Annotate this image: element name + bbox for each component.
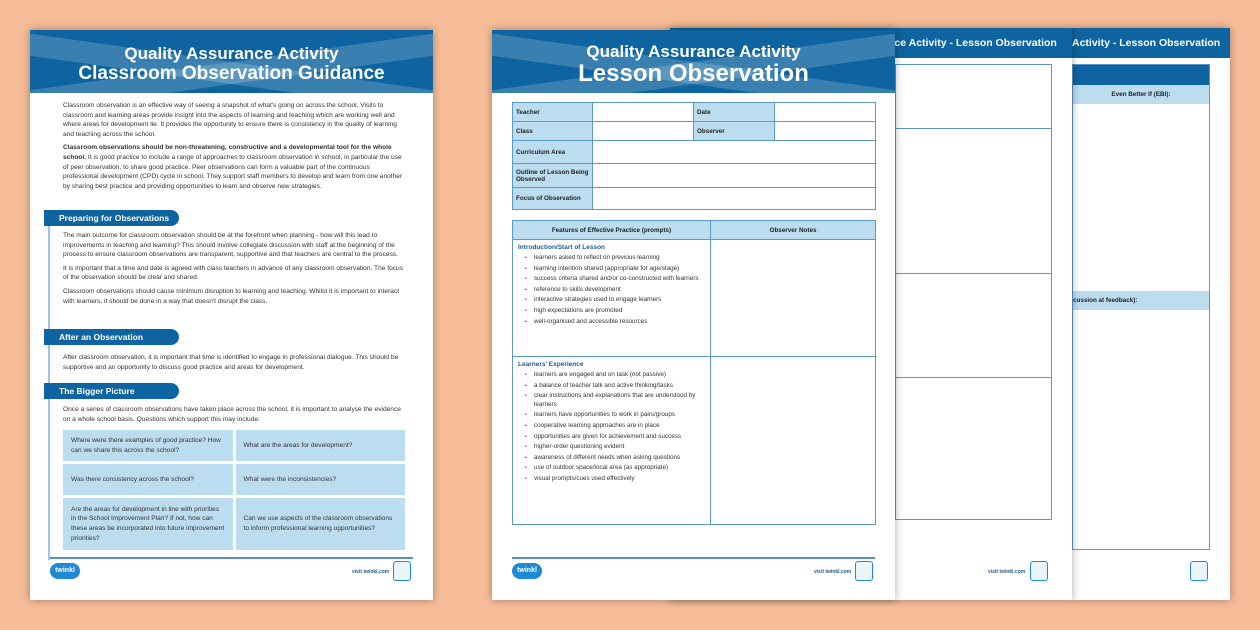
teacher-field[interactable] bbox=[592, 102, 694, 122]
section-text: The main outcome for classroom observati… bbox=[63, 231, 403, 310]
feedback-page: Activity - Lesson Observation Even Bette… bbox=[1072, 28, 1230, 600]
intro-group: Introduction/Start of Lesson learners as… bbox=[512, 239, 711, 357]
section-heading: The Bigger Picture bbox=[44, 383, 179, 399]
group-title: Introduction/Start of Lesson bbox=[518, 244, 606, 251]
prompt-item: learning intention shared (appropriate f… bbox=[525, 265, 710, 274]
visit-link: visit twinkl.com bbox=[814, 569, 852, 575]
lesson-observation-page: Quality Assurance Activity Lesson Observ… bbox=[492, 30, 895, 600]
quality-badge-icon bbox=[393, 561, 411, 581]
twinkl-logo: twinkl bbox=[512, 563, 542, 579]
visit-link: visit twinkl.com bbox=[988, 569, 1026, 575]
visit-link: visit twinkl.com bbox=[352, 569, 390, 575]
focus-field[interactable] bbox=[592, 187, 876, 210]
question-cell: What are the areas for development? bbox=[235, 430, 405, 461]
feedback-title: Activity - Lesson Observation bbox=[1072, 37, 1221, 49]
intro-paragraph: Classroom observation is an effective wa… bbox=[63, 102, 397, 138]
question-cell: What were the inconsistencies? bbox=[235, 464, 405, 495]
features-table: Features of Effective Practice (prompts)… bbox=[512, 220, 876, 525]
details-table: Teacher Date Class Observer Curriculum Are… bbox=[512, 102, 876, 210]
prompt-item: visual prompts/cues used effectively bbox=[525, 475, 710, 484]
prompt-item: higher-order questioning evident bbox=[525, 443, 710, 452]
lesson-subtitle: Lesson Observation bbox=[578, 60, 809, 87]
class-label: Class bbox=[512, 121, 593, 141]
prompt-item: use of outdoor space/local area (as appr… bbox=[525, 464, 710, 473]
features-header: Features of Effective Practice (prompts) bbox=[512, 220, 711, 240]
prompt-item: learners are engaged and on task (not pa… bbox=[525, 371, 710, 380]
guidance-title: Quality Assurance Activity bbox=[124, 44, 339, 63]
intro-text: Classroom observation is an effective wa… bbox=[63, 101, 403, 195]
discussion-label: cussion at feedback): bbox=[1073, 291, 1209, 310]
focus-label: Focus of Observation bbox=[512, 187, 593, 210]
question-cell: Where were there examples of good practi… bbox=[63, 430, 233, 461]
feedback-table: Even Better If (EBI): cussion at feedbac… bbox=[1072, 64, 1210, 550]
section-text: Once a series of classroom observations … bbox=[63, 406, 401, 423]
quality-badge-icon bbox=[855, 561, 873, 581]
question-cell: Are the areas for development in line wi… bbox=[63, 498, 233, 550]
lesson-header: Quality Assurance Activity Lesson Observ… bbox=[492, 30, 895, 93]
footer-divider bbox=[512, 557, 875, 559]
quality-badge-icon bbox=[1030, 561, 1048, 581]
prompt-item: clear instructions and explanations that… bbox=[525, 392, 710, 409]
footer-divider bbox=[50, 557, 413, 559]
guidance-header: Quality Assurance Activity Classroom Obs… bbox=[30, 30, 433, 93]
prompt-item: learners asked to reflect on previous le… bbox=[525, 254, 710, 263]
notes-title: nce Activity - Lesson Observation bbox=[888, 37, 1057, 49]
prompt-item: well-organised and accessible resources bbox=[525, 318, 710, 327]
guidance-subtitle: Classroom Observation Guidance bbox=[78, 63, 385, 84]
lesson-title: Quality Assurance Activity bbox=[586, 42, 801, 61]
group-title: Learners' Experience bbox=[518, 361, 584, 368]
notes-table bbox=[895, 64, 1052, 520]
observer-label: Observer bbox=[693, 121, 775, 141]
prompt-item: a balance of teacher talk and active thi… bbox=[525, 382, 710, 391]
outline-field[interactable] bbox=[592, 163, 876, 188]
section-heading: Preparing for Observations bbox=[44, 210, 179, 226]
intro-bold: Classroom observations should be non-thr… bbox=[63, 144, 392, 161]
prompt-item: interactive strategies used to engage le… bbox=[525, 296, 710, 305]
intro-rest: It is good practice to include a range o… bbox=[63, 153, 403, 190]
paragraph: The main outcome for classroom observati… bbox=[63, 232, 398, 259]
teacher-label: Teacher bbox=[512, 102, 593, 122]
class-field[interactable] bbox=[592, 121, 694, 141]
prompt-item: reference to skills development bbox=[525, 286, 710, 295]
observer-field[interactable] bbox=[774, 121, 876, 141]
question-cell: Can we use aspects of the classroom obse… bbox=[235, 498, 405, 550]
intro-notes-field[interactable] bbox=[710, 239, 876, 357]
prompt-item: awareness of different needs when asking… bbox=[525, 454, 710, 463]
prompt-item: learners have opportunities to work in p… bbox=[525, 411, 710, 420]
prompt-list: learners asked to reflect on previous le… bbox=[513, 254, 710, 326]
learners-notes-field[interactable] bbox=[710, 356, 876, 525]
feedback-header: Activity - Lesson Observation bbox=[1072, 28, 1230, 58]
prompt-list: learners are engaged and on task (not pa… bbox=[513, 371, 710, 484]
date-field[interactable] bbox=[774, 102, 876, 122]
guidance-page: Quality Assurance Activity Classroom Obs… bbox=[30, 30, 433, 600]
date-label: Date bbox=[693, 102, 775, 122]
outline-label: Outline of Lesson Being Observed bbox=[512, 163, 593, 188]
curriculum-field[interactable] bbox=[592, 140, 876, 164]
twinkl-logo: twinkl bbox=[50, 563, 80, 579]
prompt-item: opportunities are given for achievement … bbox=[525, 433, 710, 442]
section-text: After classroom observation, it is impor… bbox=[63, 354, 399, 371]
question-cell: Was there consistency across the school? bbox=[63, 464, 233, 495]
ebi-label: Even Better If (EBI): bbox=[1073, 85, 1209, 104]
quality-badge-icon bbox=[1190, 561, 1208, 581]
prompt-item: cooperative learning approaches are in p… bbox=[525, 422, 710, 431]
section-heading: After an Observation bbox=[44, 329, 179, 345]
prompt-item: success criteria shared and/or co-constr… bbox=[525, 275, 710, 284]
notes-header: Observer Notes bbox=[710, 220, 876, 240]
prompt-item: high expectations are promoted bbox=[525, 307, 710, 316]
curriculum-label: Curriculum Area bbox=[512, 140, 593, 164]
intro-paragraph: Classroom observations should be non-thr… bbox=[63, 143, 403, 191]
learners-group: Learners' Experience learners are engage… bbox=[512, 356, 711, 525]
question-grid: Where were there examples of good practi… bbox=[63, 430, 405, 550]
paragraph: Classroom observations should cause mini… bbox=[63, 287, 400, 305]
paragraph: It is important that a time and date is … bbox=[63, 264, 403, 282]
